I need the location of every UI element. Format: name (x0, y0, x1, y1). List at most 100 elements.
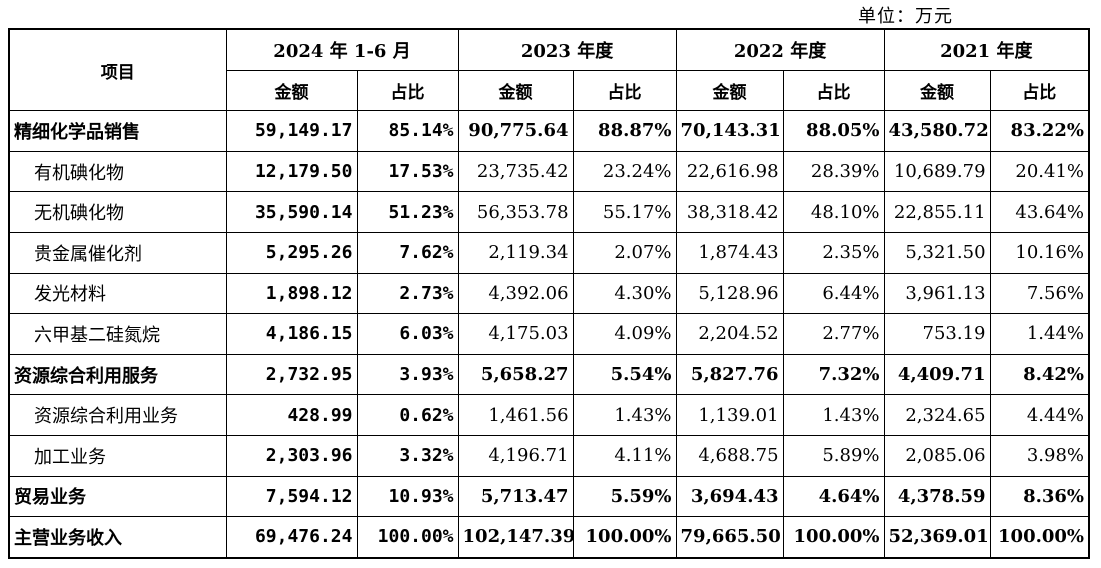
table-row: 精细化学品销售 59,149.17 85.14% 90,775.64 88.87% 70,… (8, 110, 1090, 152)
header-amount: 金额 (675, 69, 784, 112)
ratio-cell: 100.00% (989, 516, 1090, 559)
ratio-cell: 1.44% (989, 313, 1090, 355)
amount-cell: 753.19 (883, 313, 991, 355)
header-amount: 金额 (457, 69, 574, 112)
header-ratio: 占比 (356, 69, 459, 112)
ratio-cell: 3.32% (356, 434, 459, 477)
ratio-cell: 51.23% (356, 191, 459, 233)
header-period-2021: 2021 年度 (883, 28, 1090, 71)
header-row-metrics: 金额 占比 金额 占比 金额 占比 金额 占比 (9, 69, 1090, 112)
ratio-cell: 4.44% (989, 394, 1090, 436)
amount-cell: 35,590.14 (225, 191, 358, 233)
ratio-cell: 3.98% (989, 434, 1090, 477)
amount-cell: 43,580.72 (883, 110, 991, 152)
amount-cell: 52,369.01 (883, 516, 991, 559)
ratio-cell: 2.73% (356, 272, 459, 315)
row-label: 发光材料 (8, 272, 227, 315)
unit-label: 单位：万元 (858, 6, 953, 27)
amount-cell: 90,775.64 (457, 110, 574, 152)
amount-cell: 2,085.06 (883, 434, 991, 477)
amount-cell: 1,461.56 (457, 394, 574, 436)
table-row: 主营业务收入 69,476.24 100.00% 102,147.39 100.00% 7… (8, 516, 1090, 559)
table-row: 有机碘化物 12,179.50 17.53% 23,735.42 23.24% 22,61… (8, 150, 1090, 193)
header-ratio: 占比 (572, 69, 677, 112)
amount-cell: 2,324.65 (883, 394, 991, 436)
row-label: 有机碘化物 (8, 150, 227, 193)
table-row: 无机碘化物 35,590.14 51.23% 56,353.78 55.17% 38,31… (8, 191, 1090, 233)
header-item: 项目 (8, 28, 227, 112)
header-period-2024h1: 2024 年 1-6 月 (225, 28, 459, 71)
amount-cell: 5,713.47 (457, 475, 574, 518)
ratio-cell: 0.62% (356, 394, 459, 436)
header-period-2022: 2022 年度 (675, 28, 885, 71)
amount-cell: 23,735.42 (457, 150, 574, 193)
amount-cell: 3,694.43 (675, 475, 784, 518)
amount-cell: 79,665.50 (675, 516, 784, 559)
ratio-cell: 10.16% (989, 231, 1090, 274)
table-body: 精细化学品销售 59,149.17 85.14% 90,775.64 88.87% 70,… (8, 110, 1090, 559)
row-label: 加工业务 (8, 434, 227, 477)
row-label: 资源综合利用服务 (8, 353, 227, 396)
amount-cell: 10,689.79 (883, 150, 991, 193)
ratio-cell: 6.44% (782, 272, 885, 315)
header-period-2023: 2023 年度 (457, 28, 677, 71)
amount-cell: 5,295.26 (225, 231, 358, 274)
ratio-cell: 100.00% (782, 516, 885, 559)
amount-cell: 4,392.06 (457, 272, 574, 315)
ratio-cell: 55.17% (572, 191, 677, 233)
ratio-cell: 85.14% (356, 110, 459, 152)
table-row: 资源综合利用业务 428.99 0.62% 1,461.56 1.43% 1,139.01… (8, 394, 1090, 436)
amount-cell: 4,688.75 (675, 434, 784, 477)
amount-cell: 3,961.13 (883, 272, 991, 315)
header-ratio: 占比 (989, 69, 1090, 112)
ratio-cell: 17.53% (356, 150, 459, 193)
table-row: 资源综合利用服务 2,732.95 3.93% 5,658.27 5.54% 5,827.… (8, 353, 1090, 396)
amount-cell: 4,378.59 (883, 475, 991, 518)
ratio-cell: 88.87% (572, 110, 677, 152)
ratio-cell: 4.64% (782, 475, 885, 518)
revenue-table: 项目 2024 年 1-6 月 2023 年度 2022 年度 2021 年度 … (8, 28, 1091, 559)
amount-cell: 70,143.31 (675, 110, 784, 152)
ratio-cell: 10.93% (356, 475, 459, 518)
amount-cell: 5,128.96 (675, 272, 784, 315)
amount-cell: 59,149.17 (225, 110, 358, 152)
table-row: 贵金属催化剂 5,295.26 7.62% 2,119.34 2.07% 1,874.43… (8, 231, 1090, 274)
row-label: 六甲基二硅氮烷 (8, 313, 227, 355)
ratio-cell: 88.05% (782, 110, 885, 152)
ratio-cell: 5.59% (572, 475, 677, 518)
amount-cell: 2,303.96 (225, 434, 358, 477)
ratio-cell: 6.03% (356, 313, 459, 355)
header-ratio: 占比 (782, 69, 885, 112)
amount-cell: 5,827.76 (675, 353, 784, 396)
ratio-cell: 4.30% (572, 272, 677, 315)
amount-cell: 1,898.12 (225, 272, 358, 315)
header-amount: 金额 (225, 69, 358, 112)
amount-cell: 7,594.12 (225, 475, 358, 518)
amount-cell: 4,196.71 (457, 434, 574, 477)
row-label: 贵金属催化剂 (8, 231, 227, 274)
amount-cell: 428.99 (225, 394, 358, 436)
ratio-cell: 100.00% (356, 516, 459, 559)
ratio-cell: 23.24% (572, 150, 677, 193)
ratio-cell: 7.32% (782, 353, 885, 396)
amount-cell: 5,658.27 (457, 353, 574, 396)
amount-cell: 4,409.71 (883, 353, 991, 396)
table-row: 六甲基二硅氮烷 4,186.15 6.03% 4,175.03 4.09% 2,204.5… (8, 313, 1090, 355)
ratio-cell: 4.09% (572, 313, 677, 355)
ratio-cell: 2.77% (782, 313, 885, 355)
amount-cell: 22,616.98 (675, 150, 784, 193)
ratio-cell: 7.56% (989, 272, 1090, 315)
amount-cell: 2,204.52 (675, 313, 784, 355)
ratio-cell: 1.43% (572, 394, 677, 436)
amount-cell: 4,175.03 (457, 313, 574, 355)
amount-cell: 12,179.50 (225, 150, 358, 193)
ratio-cell: 28.39% (782, 150, 885, 193)
ratio-cell: 5.54% (572, 353, 677, 396)
amount-cell: 2,732.95 (225, 353, 358, 396)
amount-cell: 22,855.11 (883, 191, 991, 233)
ratio-cell: 20.41% (989, 150, 1090, 193)
ratio-cell: 2.07% (572, 231, 677, 274)
header-row-periods: 项目 2024 年 1-6 月 2023 年度 2022 年度 2021 年度 (8, 28, 1090, 112)
ratio-cell: 48.10% (782, 191, 885, 233)
table-row: 加工业务 2,303.96 3.32% 4,196.71 4.11% 4,688.75 5.… (8, 434, 1090, 477)
